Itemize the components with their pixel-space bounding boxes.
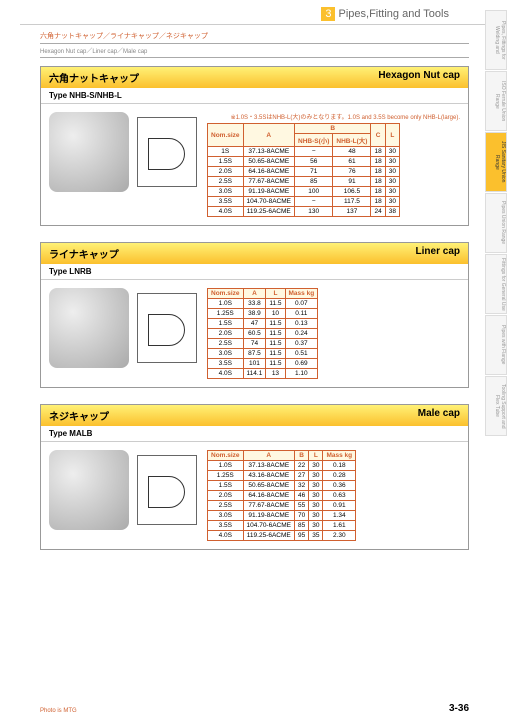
- section-0: 六角ナットキャップ Hexagon Nut cap Type NHB-S/NHB-L…: [40, 66, 469, 226]
- dimension-diagram: [137, 117, 197, 187]
- table-row: 1.0S33.811.50.07: [208, 299, 318, 309]
- side-tab[interactable]: Pipes Union Range: [485, 193, 507, 253]
- section-title-jp: 六角ナットキャップ: [49, 70, 139, 85]
- image-area: [49, 288, 197, 368]
- dimension-diagram: [137, 455, 197, 525]
- table-row: 1.5S4711.50.13: [208, 319, 318, 329]
- side-tab[interactable]: Tooling Support and Flex Tube: [485, 376, 507, 436]
- table-row: 3.5S104.70-6ACME85301.61: [208, 521, 356, 531]
- table-row: 3.5S104.70-8ACME−117.51830: [208, 197, 400, 207]
- table-row: 2.0S64.16-8ACME46300.63: [208, 491, 356, 501]
- section-type: Type NHB-S/NHB-L: [41, 88, 468, 104]
- product-photo: [49, 450, 129, 530]
- table-row: 1.0S37.13-8ACME22300.18: [208, 461, 356, 471]
- section-title-jp: ライナキャップ: [49, 246, 119, 261]
- page-number: 3-36: [449, 703, 469, 714]
- product-photo: [49, 288, 129, 368]
- spec-table: Nom.sizeALMass kg1.0S33.811.50.071.25S38…: [207, 288, 318, 379]
- table-row: 4.0S119.25-6ACME95352.30: [208, 531, 356, 541]
- table-row: 3.0S87.511.50.51: [208, 349, 318, 359]
- product-photo: [49, 112, 129, 192]
- image-area: [49, 450, 197, 530]
- table-row: 1S37.13-8ACME−481830: [208, 147, 400, 157]
- section-2: ネジキャップ Male cap Type MALB Nom.sizeABLMass k…: [40, 404, 469, 550]
- table-row: 2.0S64.16-8ACME71761830: [208, 167, 400, 177]
- side-tab[interactable]: Pipes with Flange: [485, 315, 507, 375]
- side-tabs: Pipes, Fittings for Welding andISO Ferru…: [485, 10, 507, 436]
- subheader-jp: 六角ナットキャップ／ライナキャップ／ネジキャップ: [40, 31, 469, 44]
- side-tab[interactable]: JIS Sanitary Union Range: [485, 132, 507, 192]
- side-tab[interactable]: Pipes, Fittings for Welding and: [485, 10, 507, 70]
- table-row: 2.0S60.511.50.24: [208, 329, 318, 339]
- spec-table: Nom.sizeABLMass kg1.0S37.13-8ACME22300.1…: [207, 450, 356, 541]
- section-type: Type LNRB: [41, 264, 468, 280]
- table-row: 1.25S43.16-8ACME27300.28: [208, 471, 356, 481]
- section-1: ライナキャップ Liner cap Type LNRB Nom.sizeALMass …: [40, 242, 469, 388]
- side-tab[interactable]: ISO Ferrule Union Range: [485, 71, 507, 131]
- photo-credit: Photo is MTG: [40, 708, 77, 714]
- table-row: 4.0S119.25-6ACME1301372438: [208, 207, 400, 217]
- section-title-en: Hexagon Nut cap: [378, 70, 460, 85]
- side-tab[interactable]: Fittings for General Use: [485, 254, 507, 314]
- table-row: 1.5S50.65-8ACME56611830: [208, 157, 400, 167]
- table-note: ※1.0S・3.5SはNHB-L(大)のみとなります。1.0S and 3.5S…: [207, 112, 460, 121]
- section-title-jp: ネジキャップ: [49, 408, 109, 423]
- table-row: 3.0S91.19-8ACME70301.34: [208, 511, 356, 521]
- table-row: 3.5S10111.50.69: [208, 359, 318, 369]
- dimension-diagram: [137, 293, 197, 363]
- category-label: Pipes,Fitting and Tools: [339, 8, 449, 20]
- spec-table: Nom.sizeABCLNHB-S(小)NHB-L(大)1S37.13-8ACM…: [207, 123, 400, 217]
- section-type: Type MALB: [41, 426, 468, 442]
- table-row: 2.5S77.67-8ACME55300.91: [208, 501, 356, 511]
- table-row: 4.0S114.1131.10: [208, 369, 318, 379]
- table-row: 1.25S38.9100.11: [208, 309, 318, 319]
- subheader-en: Hexagon Nut cap／Liner cap／Male cap: [40, 46, 469, 58]
- table-row: 3.0S91.19-8ACME100106.51830: [208, 187, 400, 197]
- table-row: 1.5S50.65-8ACME32300.36: [208, 481, 356, 491]
- image-area: [49, 112, 197, 192]
- page-header: 3 Pipes,Fitting and Tools: [20, 0, 489, 25]
- section-title-en: Liner cap: [416, 246, 460, 261]
- category-num: 3: [321, 7, 335, 21]
- section-title-en: Male cap: [418, 408, 460, 423]
- table-row: 2.5S7411.50.37: [208, 339, 318, 349]
- table-row: 2.5S77.67-8ACME85911830: [208, 177, 400, 187]
